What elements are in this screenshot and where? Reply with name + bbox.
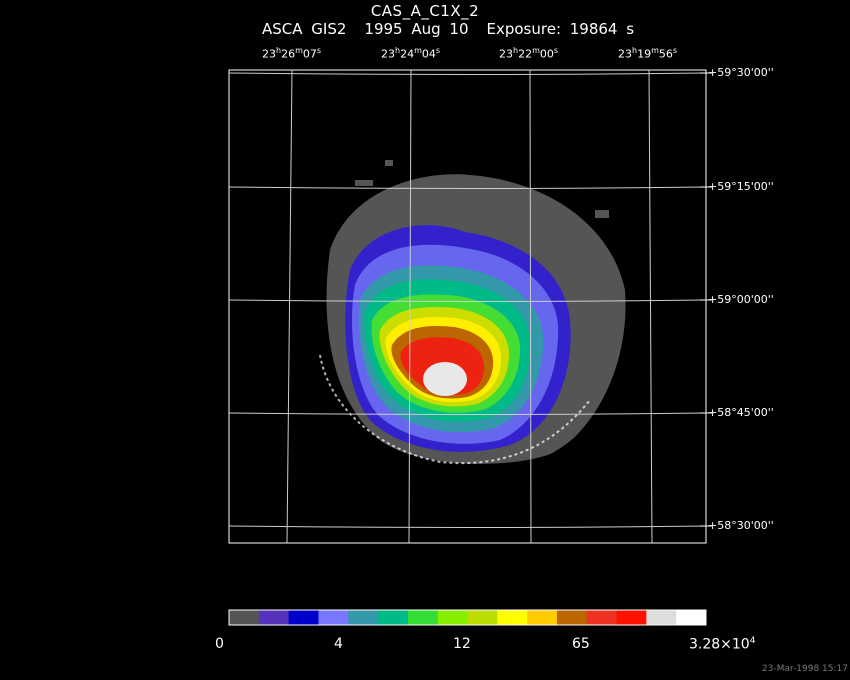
colorbar-frame bbox=[228, 609, 707, 626]
date-label: 1995 Aug 10 bbox=[364, 20, 469, 38]
ra-label-2: 23h24m04s bbox=[381, 46, 441, 61]
dec-label-2: +59°15'00'' bbox=[708, 180, 774, 193]
timestamp: 23-Mar-1998 15:17 bbox=[761, 664, 848, 674]
dec-tick-marks bbox=[700, 72, 712, 527]
dec-label-4: +58°45'00'' bbox=[708, 406, 774, 419]
xray-emission-map bbox=[319, 160, 626, 465]
colorbar-segment bbox=[676, 610, 707, 625]
ra-label-4: 23h19m56s bbox=[618, 46, 678, 61]
image-title: CAS_A_C1X_2 bbox=[370, 2, 480, 20]
colorbar-tick-0: 0 bbox=[215, 636, 224, 652]
colorbar-segment bbox=[348, 610, 379, 625]
dec-label-1: +59°30'00'' bbox=[708, 66, 774, 79]
colorbar-segment bbox=[437, 610, 468, 625]
colorbar-segment bbox=[378, 610, 409, 625]
colorbar bbox=[229, 610, 707, 625]
exposure-label: Exposure: 19864 s bbox=[486, 20, 635, 38]
colorbar-tick-max: 3.28×104 bbox=[689, 636, 756, 653]
colorbar-segment bbox=[527, 610, 558, 625]
ra-label-1: 23h26m07s bbox=[262, 46, 322, 61]
colorbar-tick-4: 4 bbox=[334, 636, 343, 652]
colorbar-segment bbox=[467, 610, 498, 625]
instrument-label: ASCA GIS2 bbox=[262, 20, 347, 38]
colorbar-segment bbox=[229, 610, 260, 625]
colorbar-segment bbox=[258, 610, 290, 625]
colorbar-tick-65: 65 bbox=[572, 636, 590, 652]
colorbar-segment bbox=[288, 610, 319, 625]
colorbar-segment bbox=[318, 610, 349, 625]
coordinate-grid bbox=[228, 69, 707, 544]
colorbar-segment bbox=[646, 610, 677, 625]
dec-label-3: +59°00'00'' bbox=[708, 293, 774, 306]
colorbar-segment bbox=[586, 610, 618, 625]
colorbar-segment bbox=[616, 610, 647, 625]
colorbar-segment bbox=[497, 610, 528, 625]
colorbar-tick-12: 12 bbox=[453, 636, 471, 652]
colorbar-segment bbox=[407, 610, 439, 625]
dec-label-5: +58°30'00'' bbox=[708, 519, 774, 532]
colorbar-segment bbox=[556, 610, 588, 625]
observation-info: ASCA GIS2 1995 Aug 10 Exposure: 19864 s bbox=[262, 20, 652, 38]
ra-label-3: 23h22m00s bbox=[499, 46, 559, 61]
